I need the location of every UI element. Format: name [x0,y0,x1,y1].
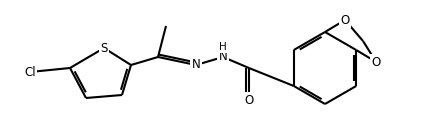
Text: O: O [245,94,253,106]
Text: S: S [100,41,108,55]
Text: O: O [340,13,350,27]
Text: Cl: Cl [24,66,36,78]
Text: N: N [219,50,227,64]
Text: H: H [219,42,227,52]
Text: N: N [192,58,200,72]
Text: O: O [371,55,381,69]
